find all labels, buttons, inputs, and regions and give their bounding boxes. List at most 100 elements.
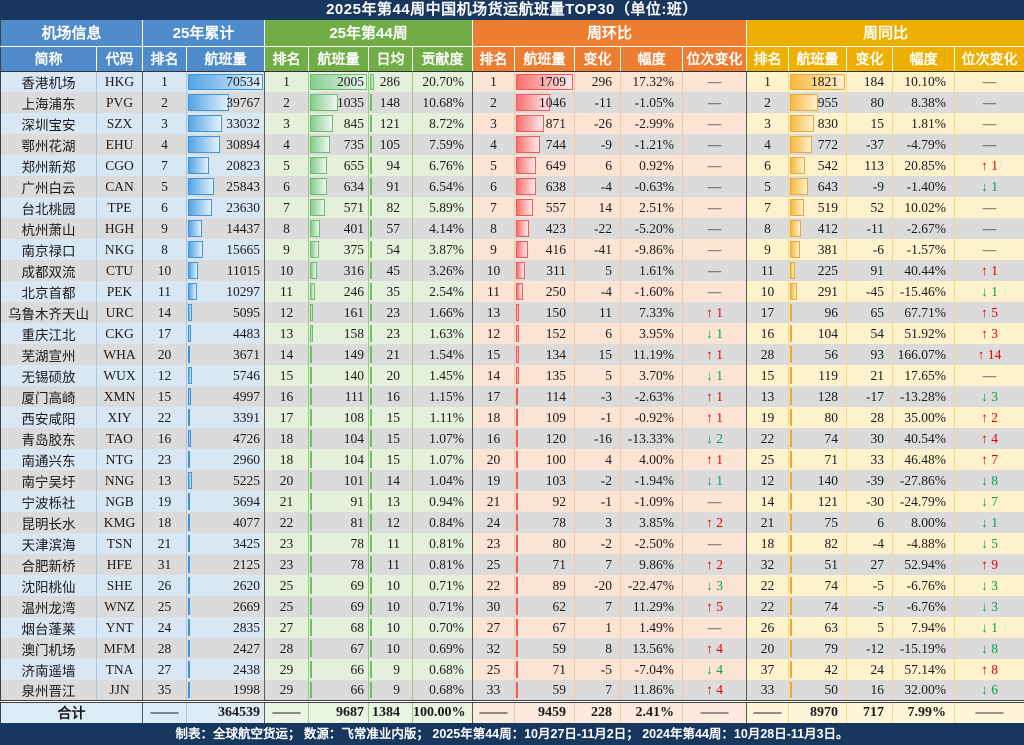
yoy-rank-move-cell: — [954,71,1024,92]
wow-percent-cell: 4.00% [620,449,684,470]
wow-change-cell: -2 [574,533,622,554]
yoy-change-cell: 27 [846,554,894,575]
wow-percent-cell: 11.86% [620,680,684,702]
week-volume-cell: 66 [308,680,370,702]
contribution-pct-cell: 0.69% [412,638,474,659]
cumulative-rank-cell: 9 [142,218,188,239]
yoy-volume-cell: 643 [788,176,848,197]
total-yoy-volume-cell: 8970 [788,700,848,723]
contribution-pct-cell: 1.07% [412,428,474,449]
wow-percent-cell: -2.99% [620,113,684,134]
total-wow-rank-cell: —— [472,700,516,723]
data-bar [516,388,519,405]
table-row: 广州白云 CAN 5 25843 6 634 91 6.54% 6 638 -4 -0.63% —5 64… [0,176,1024,197]
yoy-volume-cell: 104 [788,323,848,344]
wow-rank-cell: 20 [472,449,516,470]
yoy-volume-cell: 955 [788,92,848,113]
yoy-change-cell: 5 [846,617,894,638]
cumulative-volume-cell: 2669 [186,596,266,617]
cumulative-volume-cell: 23630 [186,197,266,218]
week-rank-cell: 5 [264,155,310,176]
contribution-pct-cell: 0.81% [412,533,474,554]
yoy-percent-cell: -27.86% [892,470,956,491]
daily-average-cell: 10 [368,617,414,638]
airport-name-cell: 昆明长水 [0,512,97,533]
wow-rank-cell: 13 [472,302,516,323]
wow-rank-cell: 14 [472,365,516,386]
column-header-yoy-volume: 航班量 [788,46,847,72]
week-volume-cell: 161 [308,302,370,323]
wow-percent-cell: -2.63% [620,386,684,407]
yoy-rank-cell: 26 [746,617,790,638]
data-bar [516,304,520,321]
data-bar [370,178,373,195]
data-bar [516,199,534,216]
data-bar [790,619,793,636]
wow-rank-move-cell: — [682,71,748,92]
airport-name-cell: 北京首都 [0,281,97,302]
wow-percent-cell: -0.63% [620,176,684,197]
table-row: 泉州晋江 JJN 35 1998 29 66 9 0.68% 33 59 7 11.86% ↑ 4 33 5… [0,680,1024,702]
wow-percent-cell: 3.70% [620,365,684,386]
wow-rank-move-cell: — [682,533,748,554]
daily-average-cell: 121 [368,113,414,134]
data-bar [790,220,801,237]
wow-rank-cell: 17 [472,386,516,407]
airport-name-cell: 台北桃园 [0,197,97,218]
wow-percent-cell: 11.19% [620,344,684,365]
airport-name-cell: 芜湖宣州 [0,344,97,365]
wow-percent-cell: 13.56% [620,638,684,659]
airport-code-cell: CGO [96,155,144,176]
wow-volume-cell: 80 [514,533,576,554]
wow-percent-cell: -0.92% [620,407,684,428]
contribution-pct-cell: 1.04% [412,470,474,491]
cumulative-volume-cell: 25843 [186,176,266,197]
yoy-rank-cell: 10 [746,281,790,302]
airport-code-cell: YNT [96,617,144,638]
daily-average-cell: 35 [368,281,414,302]
wow-rank-move-cell: — [682,176,748,197]
daily-average-cell: 54 [368,239,414,260]
week-volume-cell: 655 [308,155,370,176]
data-bar [516,556,519,573]
data-bar [188,115,223,132]
data-bar [516,241,529,258]
yoy-change-cell: -6 [846,239,894,260]
yoy-change-cell: 24 [846,659,894,680]
column-header-daily-average: 日均 [368,46,413,72]
week-rank-cell: 22 [264,512,310,533]
wow-percent-cell: -2.50% [620,533,684,554]
data-bar [516,577,519,594]
yoy-rank-cell: 2 [746,92,790,113]
daily-average-cell: 57 [368,218,414,239]
week-volume-cell: 81 [308,512,370,533]
data-bar [188,640,191,657]
yoy-percent-cell: -6.76% [892,575,956,596]
page-title: 2025年第44周中国机场货运航班量TOP30（单位:班） [0,0,1024,20]
yoy-volume-cell: 74 [788,575,848,596]
total-wow-percent-cell: 2.41% [620,700,684,723]
data-bar [188,451,191,468]
yoy-rank-move-cell: ↓ 8 [954,638,1024,659]
data-bar [310,556,313,573]
yoy-rank-cell: 16 [746,323,790,344]
data-bar [790,283,798,300]
contribution-pct-cell: 1.63% [412,323,474,344]
cumulative-volume-cell: 15665 [186,239,266,260]
airport-code-cell: KMG [96,512,144,533]
wow-percent-cell: -5.20% [620,218,684,239]
yoy-rank-move-cell: — [954,92,1024,113]
wow-rank-move-cell: ↑ 4 [682,638,748,659]
wow-volume-cell: 311 [514,260,576,281]
table-row: 昆明长水 KMG 18 4077 22 81 12 0.84% 24 78 3 3.85% ↑ 2 21 7… [0,512,1024,533]
yoy-percent-cell: 1.81% [892,113,956,134]
yoy-rank-cell: 22 [746,575,790,596]
cumulative-volume-cell: 20823 [186,155,266,176]
data-bar [188,472,192,489]
wow-percent-cell: 1.61% [620,260,684,281]
data-bar [188,619,191,636]
wow-rank-cell: 25 [472,659,516,680]
yoy-volume-cell: 75 [788,512,848,533]
data-bar [310,115,333,132]
data-bar [188,94,230,111]
